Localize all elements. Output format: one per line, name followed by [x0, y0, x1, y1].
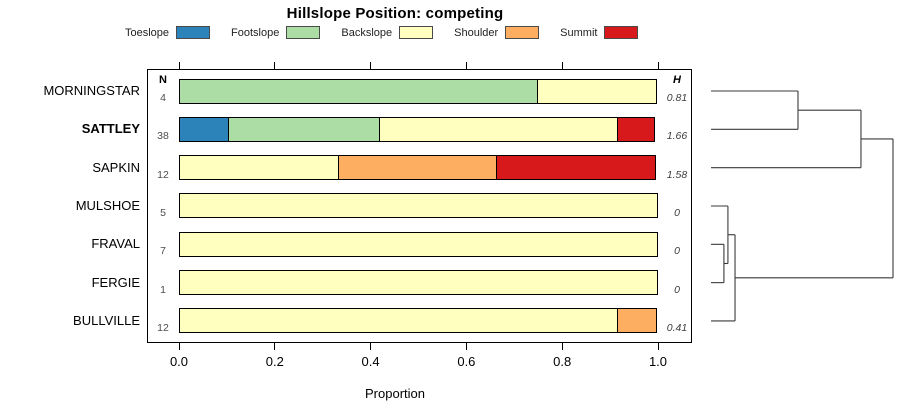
- bar-segment-shoulder: [617, 308, 657, 334]
- legend-swatch-icon: [505, 26, 540, 39]
- shannon-h-value: 0: [674, 283, 680, 296]
- tick-top: [561, 62, 563, 69]
- stacked-bar-fraval: [179, 231, 658, 257]
- bar-segment-summit: [496, 155, 656, 181]
- tick-bottom: [561, 343, 563, 350]
- shannon-h-value: 0.81: [666, 92, 688, 104]
- row-label-fergie: FERGIE: [91, 274, 140, 290]
- legend: Toeslope Footslope Backslope Shoulder Summit: [125, 26, 639, 39]
- n-value: 38: [157, 130, 169, 143]
- tick-bottom: [178, 343, 180, 350]
- tick-top: [370, 62, 372, 69]
- legend-label: Footslope: [231, 26, 280, 39]
- stacked-bar-sapkin: [179, 155, 658, 181]
- n-value: 5: [160, 206, 166, 219]
- bar-segment-backslope: [179, 270, 658, 296]
- row-label-bullville: BULLVILLE: [73, 312, 140, 328]
- n-value: 12: [157, 168, 169, 181]
- n-value: 4: [160, 92, 166, 104]
- legend-item-footslope: Footslope: [231, 26, 321, 39]
- x-axis-label: Proportion: [365, 386, 425, 401]
- row-label-mulshoe: MULSHOE: [75, 197, 140, 213]
- legend-item-summit: Summit: [560, 26, 639, 39]
- x-tick-label: 0.6: [457, 354, 476, 369]
- shannon-h-value: 0.41: [666, 321, 688, 334]
- tick-bottom: [657, 343, 659, 350]
- column-header-h: H: [673, 74, 681, 86]
- tick-top: [465, 62, 467, 69]
- x-tick-label: 0.8: [553, 354, 572, 369]
- stacked-bar-mulshoe: [179, 193, 658, 219]
- bar-segment-shoulder: [337, 155, 498, 181]
- bar-segment-backslope: [179, 193, 658, 219]
- shannon-h-value: 1.58: [666, 168, 688, 181]
- legend-swatch-icon: [604, 26, 639, 39]
- legend-item-backslope: Backslope: [341, 26, 434, 39]
- x-tick-label: 1.0: [648, 354, 668, 369]
- tick-top: [178, 62, 180, 69]
- row-label-sattley: SATTLEY: [81, 121, 140, 137]
- legend-swatch-icon: [286, 26, 321, 39]
- bar-segment-backslope: [537, 78, 657, 104]
- row-label-sapkin: SAPKIN: [92, 159, 140, 175]
- legend-item-toeslope: Toeslope: [125, 26, 211, 39]
- tick-bottom: [370, 343, 372, 350]
- x-tick-label: 0.0: [169, 354, 189, 369]
- legend-label: Backslope: [341, 26, 393, 39]
- shannon-h-value: 1.66: [666, 130, 688, 143]
- row-label-fraval: FRAVAL: [91, 236, 140, 252]
- bar-segment-backslope: [378, 116, 619, 142]
- tick-bottom: [465, 343, 467, 350]
- shannon-h-value: 0: [674, 206, 680, 219]
- tick-top: [274, 62, 276, 69]
- column-header-n: N: [159, 74, 167, 86]
- bar-segment-summit: [617, 116, 655, 142]
- row-label-morningstar: MORNINGSTAR: [43, 83, 140, 98]
- legend-swatch-icon: [399, 26, 434, 39]
- tick-bottom: [274, 343, 276, 350]
- stacked-bar-fergie: [179, 270, 658, 296]
- tick-top: [657, 62, 659, 69]
- stacked-bar-morningstar: [179, 78, 658, 104]
- stacked-bar-sattley: [179, 116, 658, 142]
- chart-title: Hillslope Position: competing: [286, 5, 504, 22]
- bar-segment-footslope: [228, 116, 380, 142]
- legend-label: Shoulder: [454, 26, 499, 39]
- legend-label: Toeslope: [125, 26, 170, 39]
- stacked-bar-bullville: [179, 308, 658, 334]
- bar-segment-footslope: [179, 78, 539, 104]
- bar-segment-backslope: [179, 231, 658, 257]
- bar-segment-backslope: [179, 155, 339, 181]
- x-tick-label: 0.2: [265, 354, 284, 369]
- n-value: 1: [160, 283, 166, 296]
- x-tick-label: 0.4: [361, 354, 380, 369]
- legend-item-shoulder: Shoulder: [454, 26, 540, 39]
- bar-segment-backslope: [179, 308, 619, 334]
- legend-label: Summit: [560, 26, 598, 39]
- shannon-h-value: 0: [674, 245, 680, 258]
- n-value: 12: [157, 321, 169, 334]
- n-value: 7: [160, 245, 166, 258]
- legend-swatch-icon: [176, 26, 211, 39]
